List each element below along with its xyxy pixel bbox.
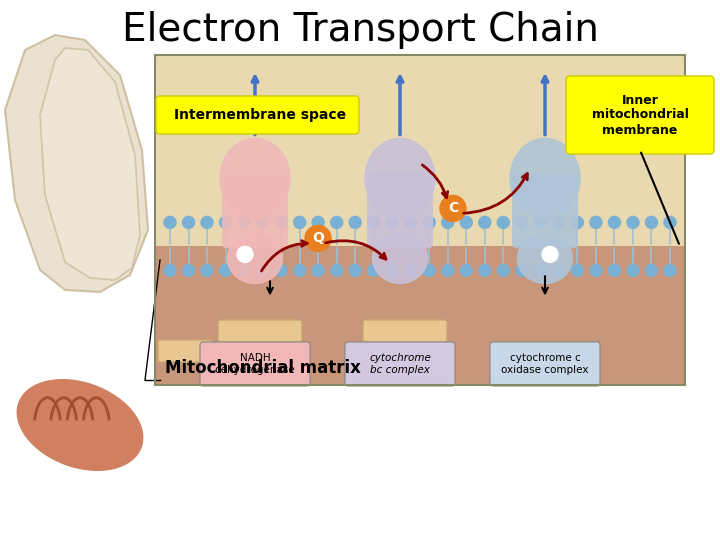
Circle shape <box>294 217 305 228</box>
Circle shape <box>664 217 676 228</box>
Circle shape <box>275 217 287 228</box>
FancyBboxPatch shape <box>367 173 433 248</box>
Circle shape <box>312 265 324 276</box>
Circle shape <box>201 265 213 276</box>
FancyBboxPatch shape <box>363 320 447 342</box>
Text: Q: Q <box>312 232 324 245</box>
Circle shape <box>256 265 269 276</box>
Circle shape <box>182 217 194 228</box>
Circle shape <box>220 217 232 228</box>
Circle shape <box>256 217 269 228</box>
Ellipse shape <box>228 233 282 284</box>
Ellipse shape <box>17 380 143 470</box>
Circle shape <box>534 265 546 276</box>
Circle shape <box>405 265 417 276</box>
Circle shape <box>368 265 379 276</box>
Circle shape <box>627 217 639 228</box>
Circle shape <box>386 265 398 276</box>
Ellipse shape <box>518 233 572 284</box>
Circle shape <box>553 217 565 228</box>
Circle shape <box>516 217 528 228</box>
FancyBboxPatch shape <box>200 342 310 386</box>
Circle shape <box>460 217 472 228</box>
Ellipse shape <box>220 138 290 218</box>
Circle shape <box>294 265 305 276</box>
Circle shape <box>201 217 213 228</box>
Polygon shape <box>40 48 140 280</box>
FancyBboxPatch shape <box>490 342 600 386</box>
Circle shape <box>238 265 250 276</box>
Circle shape <box>442 217 454 228</box>
Text: Mitochondrial matrix: Mitochondrial matrix <box>165 359 361 377</box>
Circle shape <box>423 265 436 276</box>
Circle shape <box>608 265 621 276</box>
Circle shape <box>368 217 379 228</box>
Circle shape <box>498 265 509 276</box>
Ellipse shape <box>372 233 428 284</box>
Circle shape <box>572 265 583 276</box>
Circle shape <box>590 265 602 276</box>
Ellipse shape <box>510 138 580 218</box>
Circle shape <box>516 265 528 276</box>
Text: cytochrome c
oxidase complex: cytochrome c oxidase complex <box>501 353 589 375</box>
Circle shape <box>627 265 639 276</box>
Circle shape <box>405 217 417 228</box>
Ellipse shape <box>365 138 435 218</box>
Circle shape <box>646 265 657 276</box>
Text: Inner
mitochondrial
membrane: Inner mitochondrial membrane <box>592 93 688 137</box>
Circle shape <box>349 217 361 228</box>
FancyBboxPatch shape <box>155 246 685 385</box>
Circle shape <box>590 217 602 228</box>
Circle shape <box>220 265 232 276</box>
Circle shape <box>164 217 176 228</box>
Text: C: C <box>448 201 458 215</box>
Circle shape <box>479 217 491 228</box>
Text: cytochrome
bc complex: cytochrome bc complex <box>369 353 431 375</box>
Circle shape <box>542 246 558 262</box>
Circle shape <box>312 217 324 228</box>
Circle shape <box>305 225 331 252</box>
FancyBboxPatch shape <box>345 342 455 386</box>
Circle shape <box>330 217 343 228</box>
Circle shape <box>440 195 466 221</box>
Circle shape <box>275 265 287 276</box>
Text: Intermembrane space: Intermembrane space <box>174 108 346 122</box>
FancyBboxPatch shape <box>512 173 578 248</box>
Circle shape <box>608 217 621 228</box>
Circle shape <box>423 217 436 228</box>
Text: Electron Transport Chain: Electron Transport Chain <box>122 11 598 49</box>
Circle shape <box>442 265 454 276</box>
FancyBboxPatch shape <box>156 96 359 134</box>
Circle shape <box>460 265 472 276</box>
FancyBboxPatch shape <box>222 173 288 248</box>
Circle shape <box>182 265 194 276</box>
Circle shape <box>498 217 509 228</box>
FancyBboxPatch shape <box>566 76 714 154</box>
Circle shape <box>572 217 583 228</box>
Circle shape <box>664 265 676 276</box>
FancyBboxPatch shape <box>155 55 685 246</box>
Circle shape <box>330 265 343 276</box>
Circle shape <box>164 265 176 276</box>
Circle shape <box>349 265 361 276</box>
Circle shape <box>386 217 398 228</box>
Text: NADH
dehydrogenase: NADH dehydrogenase <box>215 353 295 375</box>
FancyBboxPatch shape <box>158 340 212 362</box>
Circle shape <box>237 246 253 262</box>
Polygon shape <box>5 35 148 292</box>
Circle shape <box>534 217 546 228</box>
Circle shape <box>238 217 250 228</box>
FancyBboxPatch shape <box>218 320 302 342</box>
Circle shape <box>479 265 491 276</box>
Circle shape <box>553 265 565 276</box>
Circle shape <box>646 217 657 228</box>
